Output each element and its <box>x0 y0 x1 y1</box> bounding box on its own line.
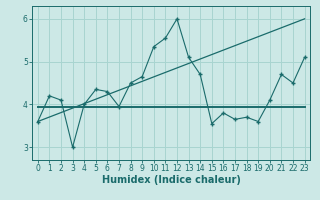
X-axis label: Humidex (Indice chaleur): Humidex (Indice chaleur) <box>102 175 241 185</box>
